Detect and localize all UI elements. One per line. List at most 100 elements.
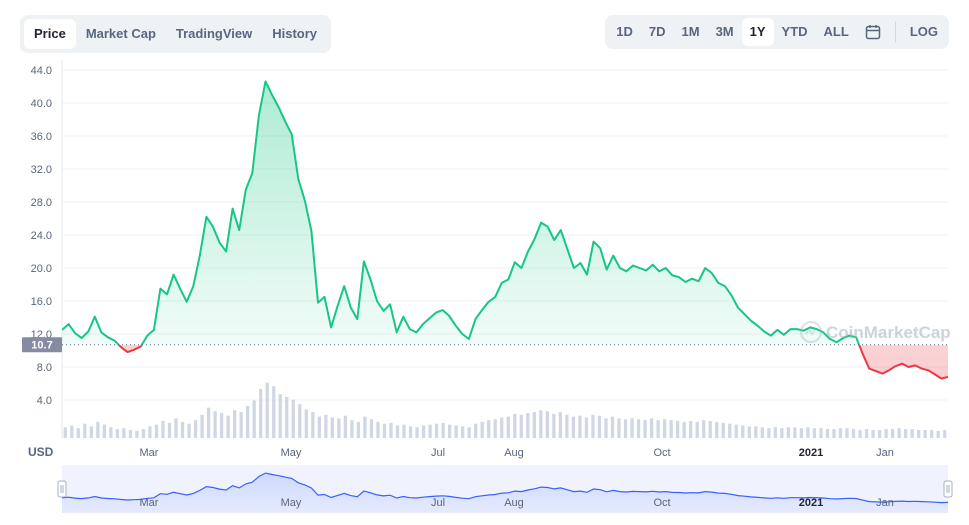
range-1m[interactable]: 1M: [681, 24, 700, 39]
navigator-x-label: Jul: [431, 497, 445, 509]
navigator-x-labels: Mar May Jul Aug Oct 2021 Jan: [140, 497, 894, 509]
x-tick-label: 2021: [799, 447, 823, 459]
volume-bar: [193, 420, 198, 438]
volume-bar: [721, 422, 725, 438]
log-scale-toggle[interactable]: LOG: [909, 24, 938, 39]
volume-bar: [506, 416, 510, 438]
volume-bar: [734, 424, 738, 438]
volume-bar: [239, 412, 243, 438]
volume-bar: [754, 426, 758, 438]
tab-tradingview[interactable]: TradingView: [175, 26, 253, 41]
volume-bar: [936, 430, 940, 438]
tab-market-cap[interactable]: Market Cap: [85, 26, 156, 41]
volume-bar: [610, 416, 615, 438]
y-tick-label: 32.0: [31, 164, 52, 176]
volume-bar: [943, 429, 947, 438]
volume-bar: [311, 412, 315, 438]
volume-bar: [812, 428, 817, 438]
volume-bar: [304, 409, 308, 438]
x-tick-label: Oct: [653, 447, 670, 459]
range-1d[interactable]: 1D: [616, 24, 633, 39]
range-all[interactable]: ALL: [823, 24, 849, 39]
volume-bar: [676, 421, 680, 438]
volume-bar: [623, 419, 628, 438]
volume-bar: [330, 417, 334, 438]
volume-bar: [265, 382, 269, 438]
volume-bar: [806, 427, 810, 438]
current-price-tag: [22, 337, 62, 353]
volume-bar: [298, 404, 302, 438]
volume-bar: [845, 428, 849, 438]
volume-bar: [369, 419, 374, 438]
volume-bar: [343, 415, 348, 438]
range-ytd[interactable]: YTD: [781, 24, 808, 39]
range-3m[interactable]: 3M: [715, 24, 734, 39]
volume-bar: [617, 418, 621, 438]
navigator-right-handle[interactable]: [943, 480, 953, 498]
volume-bar: [682, 421, 686, 438]
volume-bar: [799, 428, 804, 438]
x-tick-label: Jan: [876, 447, 894, 459]
volume-bar: [695, 421, 699, 438]
volume-bar: [252, 400, 256, 438]
y-tick-label: 20.0: [31, 263, 52, 275]
range-1y[interactable]: 1Y: [741, 18, 774, 46]
calendar-icon[interactable]: [857, 18, 889, 46]
volume-bar: [539, 410, 543, 438]
volume-bar: [148, 426, 152, 438]
volume-bar: [454, 425, 458, 438]
navigator-x-label: May: [281, 497, 302, 509]
volume-bar: [526, 413, 530, 438]
volume-bar: [174, 418, 178, 438]
volume-bar: [70, 425, 74, 438]
volume-bar: [474, 423, 478, 438]
volume-bar: [76, 428, 80, 438]
volume-bar: [109, 427, 113, 438]
volume-bar: [851, 429, 856, 438]
volume-bar: [890, 429, 895, 438]
navigator-left-handle[interactable]: [57, 480, 67, 498]
tab-history[interactable]: History: [272, 26, 318, 41]
volume-bar: [552, 413, 556, 438]
coinmarketcap-watermark: CoinMarketCap: [826, 323, 951, 342]
x-tick-label: Jul: [431, 447, 445, 459]
tab-price[interactable]: Price: [24, 19, 76, 49]
range-divider: [894, 22, 896, 42]
volume-bar: [141, 429, 146, 438]
volume-bar: [773, 427, 777, 438]
volume-bar: [786, 427, 791, 438]
volume-bar: [461, 426, 465, 438]
volume-bar: [128, 429, 133, 438]
volume-bar: [96, 421, 100, 438]
y-grid: [61, 60, 948, 438]
navigator[interactable]: Mar May Jul Aug Oct 2021 Jan: [57, 465, 953, 513]
volume-bar: [630, 418, 634, 438]
volume-bar: [278, 394, 282, 438]
price-area-down: [119, 345, 948, 379]
volume-bar: [408, 426, 413, 438]
price-lines: [62, 80, 948, 380]
volume-bar: [513, 413, 517, 438]
y-tick-label: 36.0: [31, 131, 52, 143]
volume-bar: [825, 429, 830, 438]
range-7d[interactable]: 7D: [648, 24, 666, 39]
volume-bar: [793, 427, 797, 438]
volume-bar: [715, 421, 719, 438]
x-axis-labels: Mar May Jul Aug Oct 2021 Jan: [140, 447, 894, 459]
y-tick-label: 8.0: [37, 362, 52, 374]
volume-bar: [200, 414, 204, 438]
volume-bar: [402, 424, 406, 438]
volume-bar: [467, 427, 471, 438]
y-tick-label: 28.0: [31, 197, 52, 209]
time-range-selector: 1D 7D 1M 3M 1Y YTD ALL LOG: [605, 15, 949, 49]
volume-bar: [83, 423, 87, 438]
volume-bar: [219, 413, 224, 438]
volume-bar: [63, 427, 67, 438]
volume-bar: [917, 429, 921, 438]
y-tick-label: 40.0: [31, 98, 52, 110]
navigator-x-label: Jan: [876, 497, 894, 509]
volume-bar: [376, 421, 380, 438]
volume-bar: [877, 429, 882, 438]
volume-bar: [702, 420, 706, 438]
